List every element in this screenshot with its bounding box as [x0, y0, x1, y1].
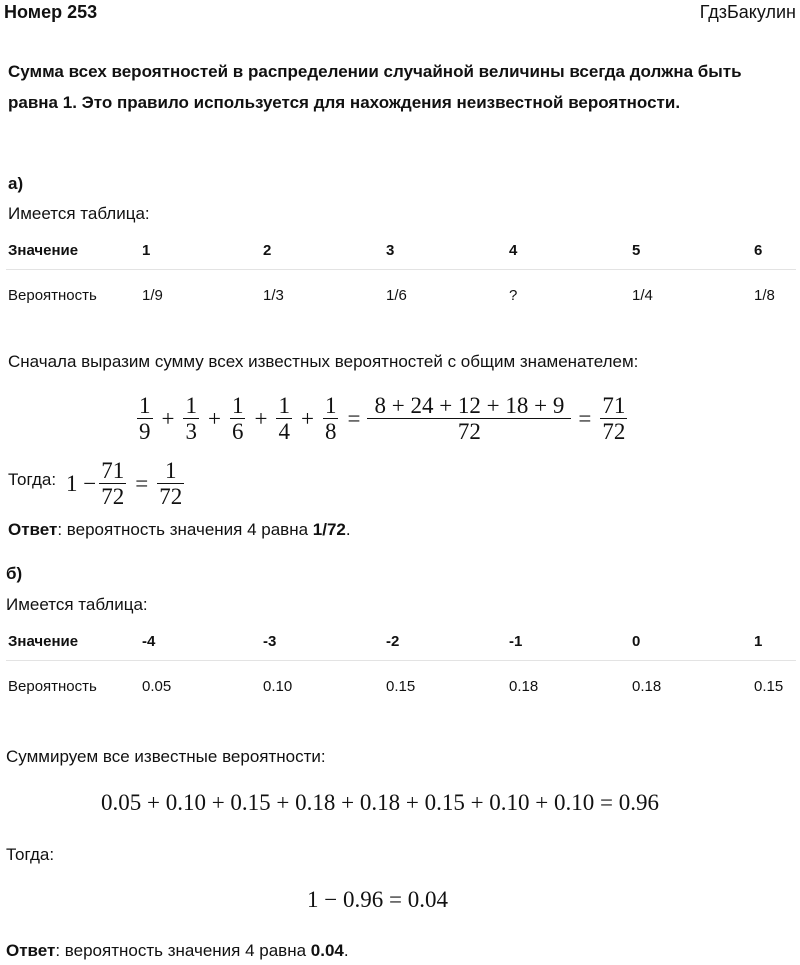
answer-b: Ответ: вероятность значения 4 равна 0.04… — [6, 941, 349, 960]
table-cell: 1/9 — [142, 287, 163, 304]
table-cell: 0.10 — [263, 678, 293, 695]
table-cell: 0.15 — [754, 678, 784, 695]
part-a-label: а) — [8, 174, 24, 193]
table-cell: -4 — [142, 633, 156, 650]
table-cell: 0.18 — [632, 678, 662, 695]
table-cell: 6 — [754, 242, 763, 259]
table-divider — [6, 269, 796, 270]
table-cell: ? — [509, 287, 518, 304]
part-b-then: Тогда: — [6, 845, 55, 864]
answer-a: Ответ: вероятность значения 4 равна 1/72… — [8, 520, 351, 539]
table-cell: 1 — [142, 242, 151, 259]
part-a-then: Тогда: — [8, 470, 57, 489]
part-b-table-intro: Имеется таблица: — [6, 595, 148, 614]
brand-name: ГдзБакулин — [699, 2, 796, 22]
row-header: Вероятность — [8, 287, 97, 304]
table-cell: -3 — [263, 633, 277, 650]
row-header: Вероятность — [8, 678, 97, 695]
intro-text: Сумма всех вероятностей в распределении … — [8, 62, 742, 112]
table-cell: 2 — [263, 242, 272, 259]
table-cell: 4 — [509, 242, 518, 259]
table-cell: 0 — [632, 633, 641, 650]
then-formula-a: 1 − 71 72 = 1 72 — [66, 458, 185, 510]
table-cell: 5 — [632, 242, 641, 259]
table-cell: 1/4 — [632, 287, 653, 304]
table-cell: -2 — [386, 633, 400, 650]
table-cell: 1/8 — [754, 287, 775, 304]
row-header: Значение — [8, 633, 79, 650]
table-cell: 3 — [386, 242, 395, 259]
table-cell: 0.18 — [509, 678, 539, 695]
table-divider — [6, 660, 796, 661]
part-a-step: Сначала выразим сумму всех известных вер… — [8, 352, 639, 371]
part-b-label: б) — [6, 564, 23, 583]
table-cell: -1 — [509, 633, 523, 650]
sum-formula-a: 1 9 +1 3 +1 6 +1 4 +1 8 = 8 + 24 + 12 + 18 + 9 72 … — [137, 393, 628, 445]
table-cell: 0.05 — [142, 678, 172, 695]
table-cell: 1 — [754, 633, 763, 650]
part-b-step: Суммируем все известные вероятности: — [6, 747, 326, 766]
part-a-table-intro: Имеется таблица: — [8, 204, 150, 223]
table-cell: 0.15 — [386, 678, 416, 695]
page-title: Номер 253 — [4, 2, 98, 22]
table-cell: 1/3 — [263, 287, 284, 304]
then-formula-b: 1 − 0.96 = 0.04 — [307, 887, 448, 912]
table-cell: 1/6 — [386, 287, 407, 304]
sum-formula-b: 0.05 + 0.10 + 0.15 + 0.18 + 0.18 + 0.15 … — [100, 790, 660, 815]
row-header: Значение — [8, 242, 79, 259]
